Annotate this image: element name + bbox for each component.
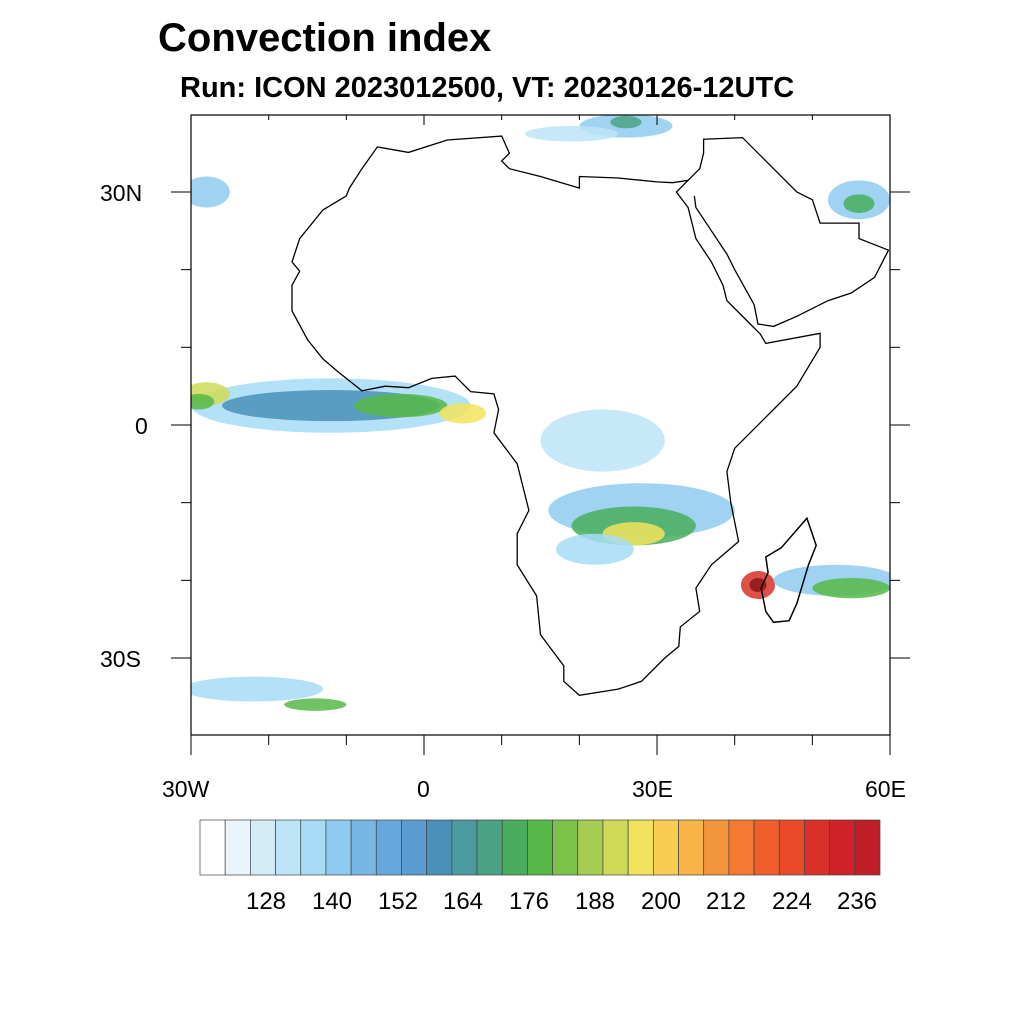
convection-cell [540, 409, 665, 472]
convection-cell [439, 403, 487, 424]
colorbar-label: 164 [442, 888, 484, 915]
colorbar-label: 152 [377, 888, 419, 915]
africa-coastline [291, 135, 821, 696]
lat-label-30n: 30N [100, 180, 143, 206]
convection-cell [284, 698, 347, 711]
map-title: Convection index [158, 16, 492, 60]
colorbar-box [829, 819, 856, 876]
convection-cell [524, 125, 619, 142]
colorbar-box [250, 819, 276, 876]
map-subtitle: Run: ICON 2023012500, VT: 20230126-12UTC [180, 72, 795, 104]
colorbar-box [728, 819, 755, 876]
colorbar-box [652, 819, 679, 876]
lat-label-30s: 30S [100, 646, 141, 672]
colorbar-box [476, 819, 503, 876]
colorbar-box [426, 819, 453, 876]
colorbar-label: 212 [705, 888, 747, 915]
colorbar-box [703, 819, 730, 876]
convection-cell [191, 176, 230, 208]
lon-label-60e: 60E [865, 776, 906, 802]
colorbar-box [224, 819, 251, 876]
coastlines-borders [291, 135, 890, 696]
lon-label-30e: 30E [632, 776, 673, 802]
colorbar [199, 819, 881, 876]
colorbar-box [602, 819, 629, 876]
colorbar-label: 128 [245, 888, 287, 915]
colorbar-box [401, 819, 428, 876]
convection-cell [191, 393, 215, 410]
colorbar-box [678, 819, 705, 876]
colorbar-box [300, 819, 327, 876]
colorbar-box [552, 819, 579, 876]
colorbar-box [451, 819, 478, 876]
colorbar-box [375, 819, 402, 876]
colorbar-box [753, 819, 780, 876]
convection-cell [749, 578, 767, 592]
convection-cell [843, 194, 875, 213]
lon-label-0: 0 [417, 776, 430, 802]
colorbar-box [854, 819, 881, 876]
convection-cell [812, 578, 890, 599]
colorbar-box [199, 819, 226, 876]
colorbar-label: 224 [771, 888, 813, 915]
arabia-coastline [687, 136, 890, 328]
lat-label-0: 0 [135, 413, 148, 439]
colorbar-box [325, 819, 352, 876]
convection-field [191, 115, 890, 711]
colorbar-box [778, 819, 805, 876]
colorbar-box [527, 819, 553, 876]
colorbar-box [577, 819, 604, 876]
colorbar-label: 236 [836, 888, 878, 915]
colorbar-box [627, 819, 654, 876]
convection-cell [191, 676, 324, 702]
colorbar-label: 140 [311, 888, 353, 915]
lon-label-30w: 30W [162, 776, 210, 802]
convection-cell [354, 393, 448, 418]
colorbar-label: 176 [508, 888, 550, 915]
convection-cell [610, 115, 642, 129]
madagascar-coastline [760, 516, 817, 624]
colorbar-label: 188 [574, 888, 616, 915]
colorbar-box [275, 819, 302, 876]
colorbar-box [804, 819, 830, 876]
convection-cell [556, 533, 634, 565]
colorbar-box [350, 819, 377, 876]
colorbar-box [501, 819, 528, 876]
colorbar-label: 200 [640, 888, 682, 915]
axis-ticks [171, 115, 910, 755]
